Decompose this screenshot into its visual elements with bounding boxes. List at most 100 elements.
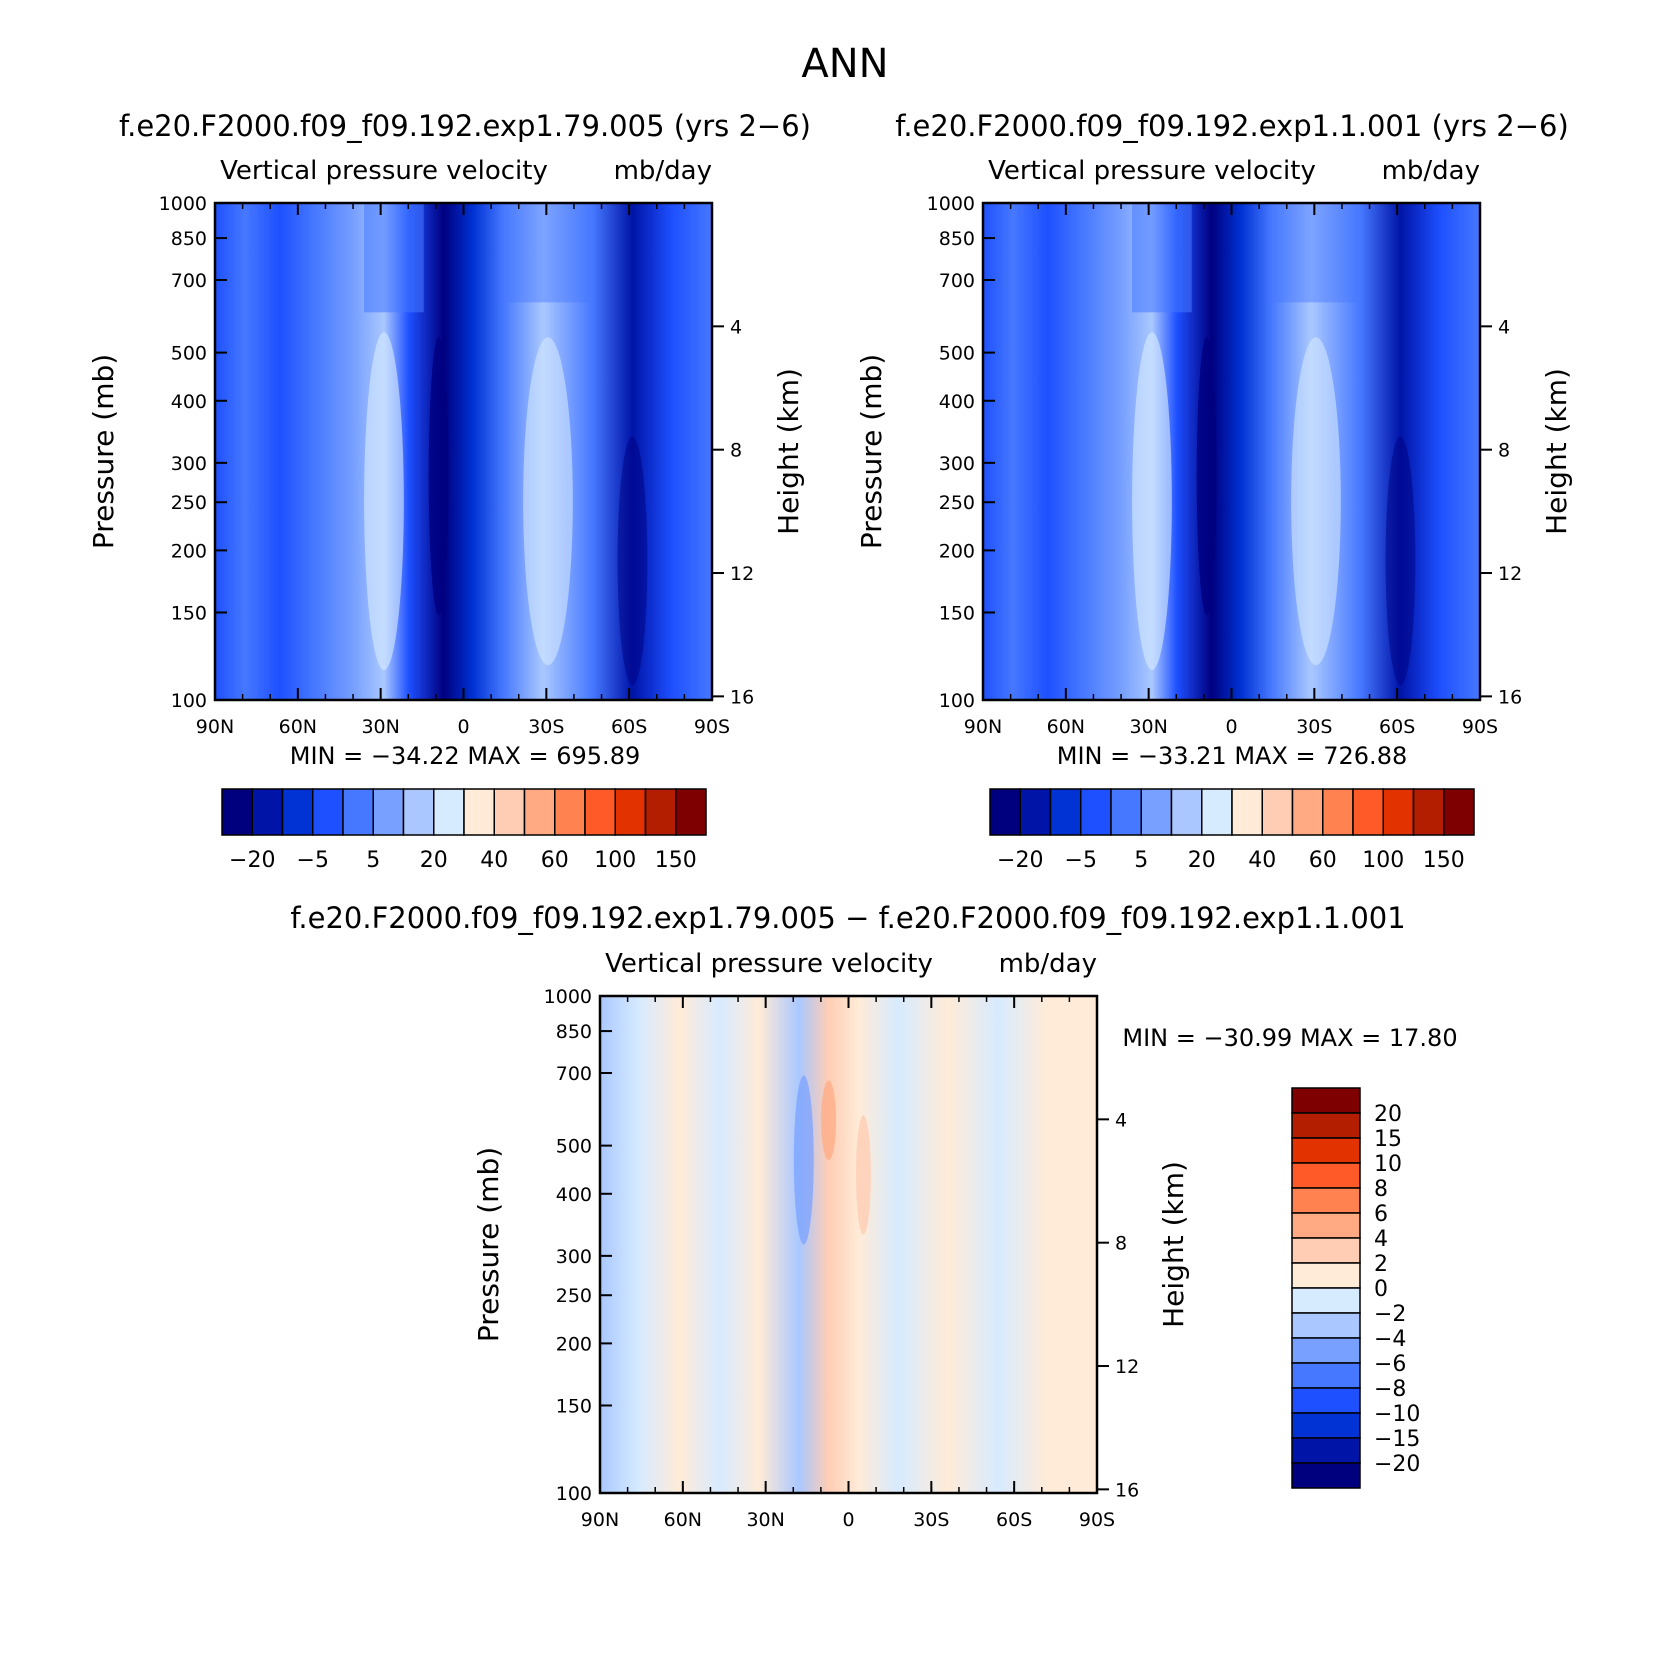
- colorbar-box: [1291, 1337, 1361, 1364]
- colorbar-box: [493, 788, 526, 836]
- colorbar-box: [1322, 788, 1354, 836]
- plot-units: mb/day: [614, 156, 712, 186]
- colorbar-label: 5: [366, 848, 380, 873]
- colorbar-label: 2: [1374, 1252, 1388, 1277]
- plot-title: Vertical pressure velocity: [220, 156, 548, 186]
- y2-tick-label: 16: [1498, 686, 1522, 708]
- colorbar-box: [644, 788, 677, 836]
- plot-title: Vertical pressure velocity: [988, 156, 1316, 186]
- contour-region: [523, 337, 573, 666]
- contour-region: [1291, 337, 1341, 666]
- y-tick-label: 250: [556, 1285, 592, 1307]
- y2-tick-label: 16: [1115, 1479, 1139, 1501]
- x-tick-label: 0: [1225, 716, 1237, 738]
- y-tick-label: 100: [171, 690, 207, 712]
- y-tick-label: 1000: [544, 986, 592, 1008]
- x-tick-label: 90S: [1079, 1509, 1115, 1531]
- contour-region: [855, 1115, 871, 1235]
- y-tick-label: 200: [171, 540, 207, 562]
- contour-region: [364, 203, 424, 313]
- y2-tick-label: 12: [1498, 563, 1522, 585]
- colorbar-label: −20: [229, 848, 275, 873]
- x-tick-label: 60N: [279, 716, 317, 738]
- y-tick-label: 150: [556, 1395, 592, 1417]
- plot-units: mb/day: [1382, 156, 1480, 186]
- colorbar-label: 100: [1362, 848, 1404, 873]
- contour-region: [821, 1080, 837, 1161]
- colorbar-box: [372, 788, 405, 836]
- y-tick-label: 150: [171, 602, 207, 624]
- y-tick-label: 100: [556, 1483, 592, 1505]
- y-tick-label: 400: [939, 391, 975, 413]
- y-tick-label: 700: [556, 1063, 592, 1085]
- colorbar-label: 10: [1374, 1152, 1402, 1177]
- x-tick-label: 90N: [964, 716, 1002, 738]
- x-tick-label: 90N: [581, 1509, 619, 1531]
- colorbar-label: 60: [541, 848, 569, 873]
- colorbar-box: [1443, 788, 1475, 836]
- colorbar-label: 20: [1188, 848, 1216, 873]
- colorbar-label: −8: [1374, 1377, 1406, 1402]
- contour-region: [364, 332, 404, 671]
- y2-axis-label: Height (km): [1540, 368, 1573, 535]
- colorbar-box: [989, 788, 1021, 836]
- x-tick-label: 30N: [746, 1509, 784, 1531]
- case-label: f.e20.F2000.f09_f09.192.exp1.1.001 (yrs …: [895, 109, 1569, 143]
- colorbar-box: [1291, 1212, 1361, 1239]
- contour-region: [1132, 203, 1192, 313]
- y-tick-label: 400: [556, 1184, 592, 1206]
- y-tick-label: 700: [939, 270, 975, 292]
- colorbar-box: [281, 788, 314, 836]
- figure-title: ANN: [801, 41, 888, 87]
- colorbar-box: [251, 788, 284, 836]
- y-tick-label: 100: [939, 690, 975, 712]
- y-tick-label: 200: [939, 540, 975, 562]
- case-label: f.e20.F2000.f09_f09.192.exp1.79.005 (yrs…: [119, 109, 811, 143]
- plot-units: mb/day: [999, 949, 1097, 979]
- colorbar-box: [1170, 788, 1203, 836]
- panel-1: f.e20.F2000.f09_f09.192.exp1.79.005 (yrs…: [87, 109, 811, 873]
- colorbar-label: 4: [1374, 1227, 1388, 1252]
- colorbar-box: [1291, 1187, 1361, 1214]
- y2-tick-label: 16: [730, 686, 754, 708]
- y-tick-label: 200: [556, 1333, 592, 1355]
- colorbar-box: [1352, 788, 1384, 836]
- colorbar-box: [1049, 788, 1082, 836]
- colorbar-label: −10: [1374, 1402, 1420, 1427]
- colorbar-box: [1291, 1287, 1361, 1314]
- y-tick-label: 850: [171, 228, 207, 250]
- contour-region: [1385, 436, 1416, 686]
- x-tick-label: 90S: [694, 716, 730, 738]
- y2-tick-label: 12: [730, 563, 754, 585]
- contour-region: [617, 436, 648, 686]
- y-axis-label: Pressure (mb): [87, 354, 120, 549]
- x-tick-label: 30S: [528, 716, 564, 738]
- colorbar-box: [1291, 1262, 1361, 1289]
- colorbar-box: [1291, 1387, 1361, 1414]
- x-tick-label: 0: [842, 1509, 854, 1531]
- y-tick-label: 400: [171, 391, 207, 413]
- colorbar-box: [1291, 1462, 1361, 1489]
- contour-region: [793, 1075, 814, 1245]
- x-tick-label: 90N: [196, 716, 234, 738]
- colorbar-box: [1412, 788, 1445, 836]
- x-tick-label: 90S: [1462, 716, 1498, 738]
- y2-tick-label: 8: [1115, 1233, 1127, 1255]
- y-tick-label: 300: [171, 453, 207, 475]
- colorbar-label: 40: [480, 848, 508, 873]
- colorbar-label: −4: [1374, 1327, 1406, 1352]
- contour-region: [428, 337, 449, 616]
- colorbar-box: [1291, 1137, 1361, 1164]
- y-tick-label: 250: [939, 492, 975, 514]
- colorbar-box: [1291, 1237, 1361, 1264]
- y-tick-label: 700: [171, 270, 207, 292]
- y-tick-label: 500: [171, 343, 207, 365]
- colorbar: −20 −5 5 20 40 60 100 150: [989, 788, 1475, 873]
- y2-tick-label: 4: [730, 316, 742, 338]
- panel-2: f.e20.F2000.f09_f09.192.exp1.1.001 (yrs …: [855, 109, 1573, 873]
- y-tick-label: 1000: [927, 193, 975, 215]
- contour-field: [600, 996, 1097, 1493]
- colorbar-label: 20: [420, 848, 448, 873]
